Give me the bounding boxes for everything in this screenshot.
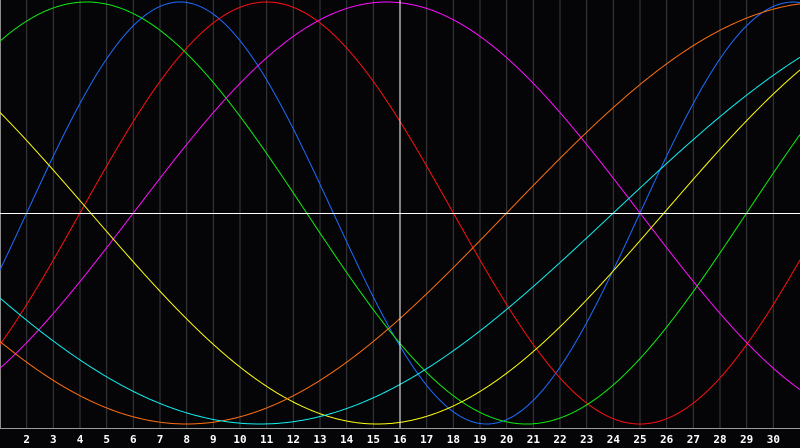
x-tick-label: 19 bbox=[473, 433, 486, 446]
x-tick-label: 11 bbox=[260, 433, 274, 446]
x-tick-label: 5 bbox=[103, 433, 110, 446]
x-tick-label: 29 bbox=[740, 433, 753, 446]
x-tick-label: 18 bbox=[447, 433, 460, 446]
x-tick-label: 6 bbox=[130, 433, 137, 446]
x-tick-label: 17 bbox=[420, 433, 433, 446]
x-tick-label: 2 bbox=[23, 433, 30, 446]
x-tick-label: 22 bbox=[553, 433, 566, 446]
x-tick-label: 20 bbox=[500, 433, 513, 446]
x-tick-label: 7 bbox=[157, 433, 164, 446]
x-tick-label: 8 bbox=[183, 433, 190, 446]
x-tick-label: 21 bbox=[527, 433, 541, 446]
x-tick-label: 10 bbox=[233, 433, 246, 446]
x-tick-label: 24 bbox=[607, 433, 621, 446]
x-tick-label: 30 bbox=[767, 433, 780, 446]
x-axis-tick-labels: 2 3 4 5 6 7 8 9 10 11 12 13 14 15 16 17 18 19 20 21 22 23 24 25… bbox=[23, 433, 780, 446]
x-tick-label: 12 bbox=[287, 433, 300, 446]
x-tick-label: 9 bbox=[210, 433, 217, 446]
x-tick-label: 28 bbox=[713, 433, 726, 446]
x-tick-label: 14 bbox=[340, 433, 354, 446]
x-tick-label: 25 bbox=[633, 433, 646, 446]
reference-lines bbox=[0, 0, 800, 428]
x-tick-label: 27 bbox=[687, 433, 700, 446]
x-tick-label: 13 bbox=[313, 433, 326, 446]
x-tick-label: 16 bbox=[393, 433, 407, 446]
x-tick-label: 23 bbox=[580, 433, 593, 446]
x-tick-label: 15 bbox=[367, 433, 380, 446]
x-tick-label: 3 bbox=[50, 433, 57, 446]
x-tick-label: 4 bbox=[77, 433, 84, 446]
x-tick-label: 26 bbox=[660, 433, 674, 446]
